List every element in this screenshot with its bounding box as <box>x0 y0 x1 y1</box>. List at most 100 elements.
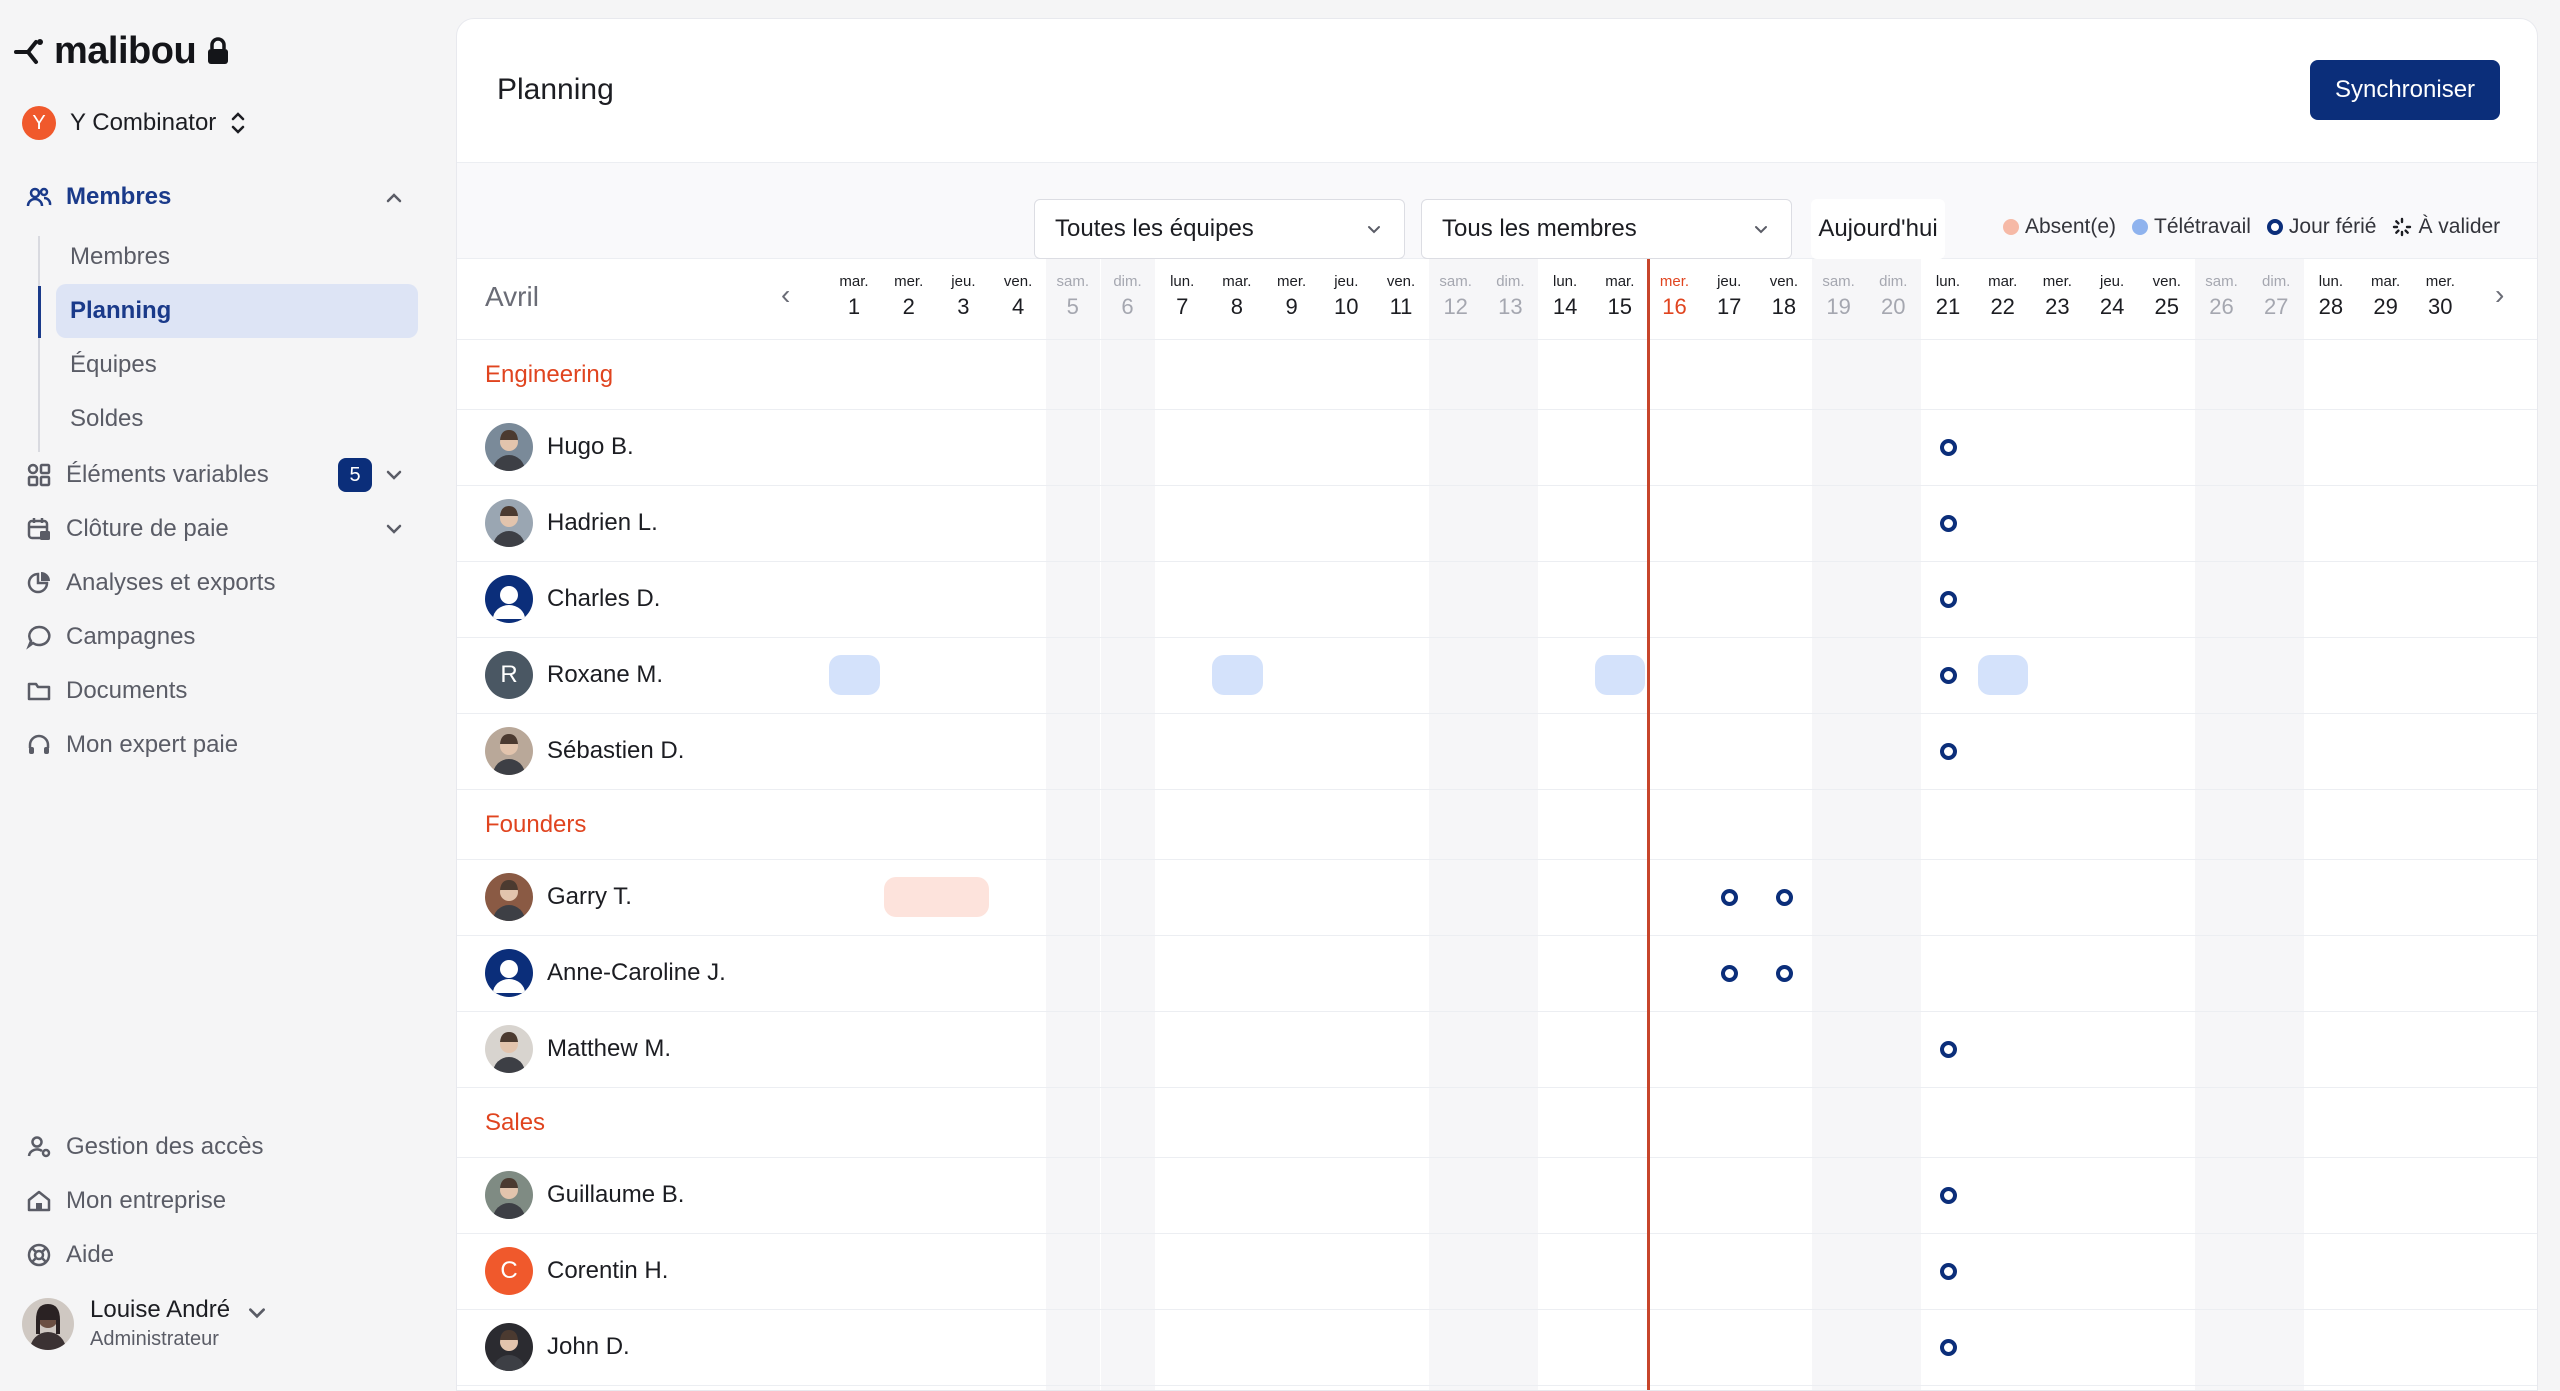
users-icon <box>26 184 52 210</box>
pie-chart-icon <box>26 570 52 596</box>
row-divider <box>457 1011 2537 1012</box>
member-name: John D. <box>547 1333 630 1360</box>
member-row[interactable]: John D. <box>485 1323 630 1371</box>
holiday-dot-icon <box>2266 219 2283 235</box>
member-row[interactable]: Anne-Caroline J. <box>485 949 726 997</box>
sync-button[interactable]: Synchroniser <box>2310 60 2500 120</box>
org-switcher[interactable]: Y Y Combinator <box>22 106 246 140</box>
nav-entreprise[interactable]: Mon entreprise <box>26 1181 226 1221</box>
day-number: 30 <box>2428 294 2453 319</box>
subnav-active-indicator <box>38 286 41 338</box>
row-divider <box>457 713 2537 714</box>
remote-block[interactable] <box>1977 655 2029 695</box>
nav-cloture[interactable]: Clôture de paie <box>26 509 229 549</box>
calendar-grid: Avril ‹ › mar. 1 mer. 2 jeu. 3 ven. 4 sam. 5 dim. 6… <box>457 259 2537 1390</box>
member-row[interactable]: Garry T. <box>485 873 632 921</box>
subnav-membres[interactable]: Membres <box>70 243 171 270</box>
day-weekday: lun. <box>1170 273 1195 290</box>
nav-campagnes[interactable]: Campagnes <box>26 617 195 657</box>
today-button[interactable]: Aujourd'hui <box>1811 199 1945 259</box>
nav-membres[interactable]: Membres <box>26 177 171 217</box>
day-header: dim. 13 <box>1483 273 1537 320</box>
sidebar: malibou Y Y Combinator Membres Membres P… <box>0 0 436 1391</box>
day-number: 14 <box>1552 294 1578 319</box>
member-avatar <box>485 1171 533 1219</box>
nav-elements-variables[interactable]: Éléments variables <box>26 455 269 495</box>
org-name: Y Combinator <box>70 109 217 136</box>
chevron-up-icon[interactable] <box>384 188 404 208</box>
day-weekday: mar. <box>2371 273 2401 290</box>
nav-acces[interactable]: Gestion des accès <box>26 1127 263 1167</box>
member-avatar <box>485 499 533 547</box>
legend-teletravail: Télétravail <box>2132 215 2251 239</box>
member-row[interactable]: Charles D. <box>485 575 660 623</box>
holiday-marker-icon <box>1939 742 1957 760</box>
nav-cloture-label: Clôture de paie <box>66 515 229 542</box>
row-divider <box>457 935 2537 936</box>
member-name: Anne-Caroline J. <box>547 959 726 986</box>
today-indicator-line <box>1646 259 1650 1390</box>
day-header: ven. 18 <box>1757 273 1811 320</box>
day-number: 18 <box>1771 294 1797 319</box>
weekend-column <box>1428 259 1484 1390</box>
nav-expert[interactable]: Mon expert paie <box>26 725 238 765</box>
teams-select-value: Toutes les équipes <box>1055 215 1254 242</box>
subnav-equipes[interactable]: Équipes <box>70 351 157 378</box>
member-row[interactable]: R Roxane M. <box>485 651 663 699</box>
day-number: 6 <box>1121 294 1134 319</box>
member-name: Sébastien D. <box>547 737 685 764</box>
legend-absent-label: Absent(e) <box>2025 215 2117 238</box>
logo[interactable]: malibou <box>14 28 230 74</box>
member-row[interactable]: Guillaume B. <box>485 1171 684 1219</box>
team-group-label: Founders <box>485 811 587 838</box>
chevron-down-icon[interactable] <box>384 519 404 539</box>
member-name: Hugo B. <box>547 433 634 460</box>
holiday-marker-icon <box>1939 1338 1957 1356</box>
nav-analyses[interactable]: Analyses et exports <box>26 563 275 603</box>
nav-documents[interactable]: Documents <box>26 671 187 711</box>
chevron-down-icon[interactable] <box>384 465 404 485</box>
member-name: Charles D. <box>547 585 661 612</box>
member-name: Guillaume B. <box>547 1181 685 1208</box>
day-header: mar. 1 <box>827 273 881 320</box>
member-avatar <box>485 949 533 997</box>
day-weekday: mer. <box>1659 273 1690 290</box>
row-divider <box>457 1233 2537 1234</box>
next-month-icon[interactable]: › <box>2495 279 2505 310</box>
member-row[interactable]: Hugo B. <box>485 423 634 471</box>
holiday-marker-icon <box>1939 666 1957 684</box>
day-weekday: ven. <box>1386 273 1416 290</box>
member-row[interactable]: Matthew M. <box>485 1025 671 1073</box>
subnav-planning[interactable]: Planning <box>56 284 418 338</box>
day-header: sam. 26 <box>2195 273 2249 320</box>
pending-icon <box>2393 217 2412 237</box>
nav-aide[interactable]: Aide <box>26 1235 114 1275</box>
remote-block[interactable] <box>1594 655 1646 695</box>
day-number: 3 <box>957 294 970 319</box>
user-key-icon <box>26 1134 52 1160</box>
day-header: lun. 21 <box>1921 273 1975 320</box>
home-icon <box>26 1188 52 1214</box>
subnav-soldes[interactable]: Soldes <box>70 405 144 432</box>
remote-block[interactable] <box>829 655 880 695</box>
day-number: 12 <box>1443 294 1468 319</box>
day-header: sam. 5 <box>1046 273 1100 320</box>
member-row[interactable]: Sébastien D. <box>485 727 684 775</box>
day-header: lun. 7 <box>1155 273 1209 320</box>
member-avatar <box>485 423 533 471</box>
day-header: mer. 30 <box>2413 273 2467 320</box>
day-weekday: mer. <box>2042 273 2072 290</box>
teams-select[interactable]: Toutes les équipes <box>1034 199 1405 259</box>
day-weekday: dim. <box>1496 273 1525 290</box>
day-weekday: dim. <box>1879 273 1908 290</box>
absent-block[interactable] <box>883 877 990 917</box>
weekend-column <box>1483 259 1539 1390</box>
member-row[interactable]: Hadrien L. <box>485 499 658 547</box>
members-select[interactable]: Tous les membres <box>1421 199 1792 259</box>
member-row[interactable]: C Corentin H. <box>485 1247 668 1295</box>
prev-month-icon[interactable]: ‹ <box>781 279 791 310</box>
legend-absent: Absent(e) <box>2003 215 2116 239</box>
user-menu[interactable]: Louise André Administrateur <box>22 1296 268 1351</box>
day-number: 8 <box>1230 294 1244 319</box>
remote-block[interactable] <box>1211 655 1263 695</box>
